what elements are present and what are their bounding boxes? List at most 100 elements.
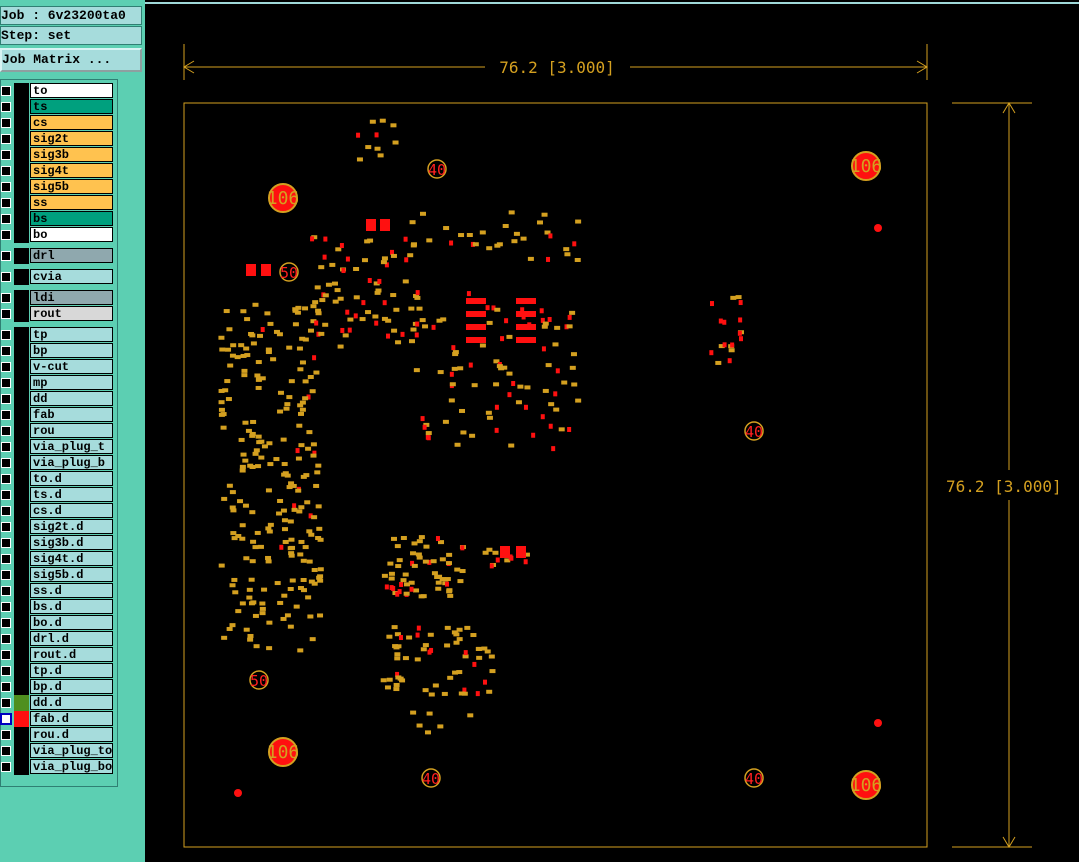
layer-checkbox[interactable] <box>1 272 11 282</box>
layer-checkbox[interactable] <box>1 102 11 112</box>
layer-row[interactable]: fab.d <box>0 711 116 727</box>
layer-checkbox[interactable] <box>1 309 11 319</box>
layer-row[interactable]: to.d <box>0 471 116 487</box>
layer-row[interactable]: bp <box>0 343 116 359</box>
layer-name[interactable]: via_plug_top <box>30 743 113 758</box>
layer-row[interactable]: v-cut <box>0 359 116 375</box>
layer-name[interactable]: fab.d <box>30 711 113 726</box>
layer-name[interactable]: sig5b <box>30 179 113 194</box>
layer-row[interactable]: cvia <box>0 269 116 285</box>
layer-checkbox[interactable] <box>1 182 11 192</box>
layer-row[interactable]: via_plug_t <box>0 439 116 455</box>
layer-name[interactable]: ldi <box>30 290 113 305</box>
layer-checkbox[interactable] <box>1 378 11 388</box>
layer-checkbox[interactable] <box>1 230 11 240</box>
layer-row[interactable]: bs <box>0 211 116 227</box>
layer-name[interactable]: cs.d <box>30 503 113 518</box>
layer-row[interactable]: rou <box>0 423 116 439</box>
layer-name[interactable]: rout.d <box>30 647 113 662</box>
layer-checkbox[interactable] <box>1 362 11 372</box>
layer-row[interactable]: bs.d <box>0 599 116 615</box>
layer-row[interactable]: sig4t <box>0 163 116 179</box>
layer-row[interactable]: ss <box>0 195 116 211</box>
layer-checkbox[interactable] <box>1 426 11 436</box>
layer-name[interactable]: ss.d <box>30 583 113 598</box>
layer-checkbox[interactable] <box>1 650 11 660</box>
layer-row[interactable]: ts <box>0 99 116 115</box>
layer-row[interactable]: mp <box>0 375 116 391</box>
layer-name[interactable]: v-cut <box>30 359 113 374</box>
layer-checkbox[interactable] <box>1 762 11 772</box>
layer-checkbox[interactable] <box>1 746 11 756</box>
layer-checkbox[interactable] <box>1 730 11 740</box>
layer-checkbox[interactable] <box>1 346 11 356</box>
layer-row[interactable]: sig3b.d <box>0 535 116 551</box>
layer-name[interactable]: sig2t <box>30 131 113 146</box>
layer-name[interactable]: sig5b.d <box>30 567 113 582</box>
layer-checkbox[interactable] <box>1 134 11 144</box>
layer-name[interactable]: bo.d <box>30 615 113 630</box>
layer-checkbox[interactable] <box>1 118 11 128</box>
layer-checkbox[interactable] <box>1 198 11 208</box>
layer-name[interactable]: bs <box>30 211 113 226</box>
layer-row[interactable]: sig5b <box>0 179 116 195</box>
layer-name[interactable]: via_plug_t <box>30 439 113 454</box>
layer-row[interactable]: tp <box>0 327 116 343</box>
layer-name[interactable]: dd.d <box>30 695 113 710</box>
layer-name[interactable]: sig3b.d <box>30 535 113 550</box>
layer-row[interactable]: rout <box>0 306 116 322</box>
layer-row[interactable]: via_plug_b <box>0 455 116 471</box>
layer-row[interactable]: rout.d <box>0 647 116 663</box>
layer-row[interactable]: drl <box>0 248 116 264</box>
layer-row[interactable]: ss.d <box>0 583 116 599</box>
layer-row[interactable]: sig2t.d <box>0 519 116 535</box>
layer-name[interactable]: sig4t.d <box>30 551 113 566</box>
layer-checkbox[interactable] <box>1 410 11 420</box>
layer-name[interactable]: sig3b <box>30 147 113 162</box>
layer-name[interactable]: tp <box>30 327 113 342</box>
layer-checkbox[interactable] <box>1 618 11 628</box>
layer-checkbox[interactable] <box>1 330 11 340</box>
layer-name[interactable]: rou <box>30 423 113 438</box>
layer-row[interactable]: drl.d <box>0 631 116 647</box>
layer-name[interactable]: fab <box>30 407 113 422</box>
layer-name[interactable]: via_plug_bot <box>30 759 113 774</box>
layer-name[interactable]: drl.d <box>30 631 113 646</box>
layer-row[interactable]: rou.d <box>0 727 116 743</box>
layer-name[interactable]: cvia <box>30 269 113 284</box>
layer-name[interactable]: ts.d <box>30 487 113 502</box>
layer-checkbox[interactable] <box>1 666 11 676</box>
layer-checkbox[interactable] <box>1 166 11 176</box>
layer-row[interactable]: sig5b.d <box>0 567 116 583</box>
layer-row[interactable]: sig4t.d <box>0 551 116 567</box>
layer-checkbox[interactable] <box>1 522 11 532</box>
layer-checkbox[interactable] <box>1 682 11 692</box>
layer-row[interactable]: dd <box>0 391 116 407</box>
layer-checkbox[interactable] <box>1 602 11 612</box>
layer-name[interactable]: rout <box>30 306 113 321</box>
layer-row[interactable]: fab <box>0 407 116 423</box>
layer-row[interactable]: via_plug_top <box>0 743 116 759</box>
layer-checkbox[interactable] <box>1 474 11 484</box>
layer-row[interactable]: cs <box>0 115 116 131</box>
layer-name[interactable]: bp <box>30 343 113 358</box>
layer-name[interactable]: mp <box>30 375 113 390</box>
layer-checkbox[interactable] <box>1 538 11 548</box>
layer-checkbox[interactable] <box>1 586 11 596</box>
layer-checkbox[interactable] <box>1 214 11 224</box>
layer-checkbox[interactable] <box>1 394 11 404</box>
layer-checkbox[interactable] <box>1 506 11 516</box>
layer-name[interactable]: dd <box>30 391 113 406</box>
layer-name[interactable]: to <box>30 83 113 98</box>
layer-checkbox[interactable] <box>1 86 11 96</box>
layer-name[interactable]: drl <box>30 248 113 263</box>
layer-name[interactable]: bs.d <box>30 599 113 614</box>
layer-name[interactable]: cs <box>30 115 113 130</box>
layer-row[interactable]: bo <box>0 227 116 243</box>
layer-checkbox[interactable] <box>1 251 11 261</box>
layer-name[interactable]: sig4t <box>30 163 113 178</box>
layer-name[interactable]: sig2t.d <box>30 519 113 534</box>
layer-row[interactable]: bp.d <box>0 679 116 695</box>
layer-checkbox[interactable] <box>1 570 11 580</box>
layer-checkbox[interactable] <box>1 293 11 303</box>
